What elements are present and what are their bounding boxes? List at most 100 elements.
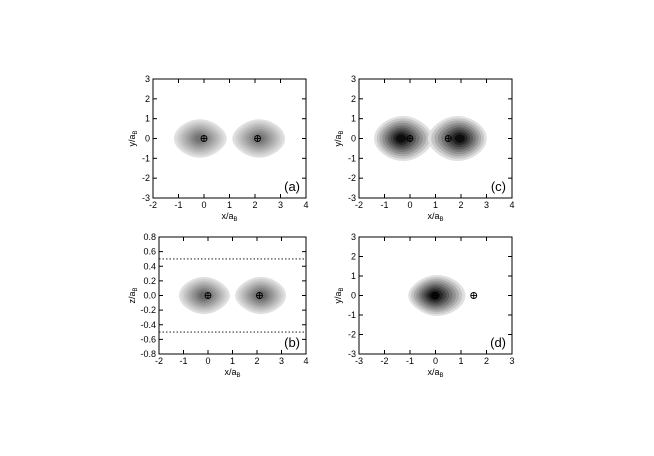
panel-b: -2 -1 0 1 2 3 4 -0.8 -0.6 -0.4 -0.2 0.0 0.2 0.4 0.6 0.8… [127,232,309,379]
density-blob [373,115,433,162]
x-axis-label-main: x/a [427,211,439,221]
nucleus-marker [432,292,439,299]
y-axis-label-main: y/a [127,135,137,147]
x-tick-label: -2 [149,200,157,210]
x-tick-label: 0 [205,356,210,366]
x-tick-label: -3 [355,356,363,366]
y-tick-label: -2 [348,330,356,340]
x-axis-label: x/aB [427,367,443,379]
nucleus-marker [406,135,414,142]
contour-level [199,291,209,300]
x-tick-label: 3 [279,356,284,366]
y-tick-label: -2 [348,173,356,183]
y-tick-label: 3 [351,74,356,84]
y-tick-label: -0.2 [140,305,156,315]
y-axis-label-sub: B [133,130,139,134]
contour-level [454,134,465,143]
y-axis-label: y/aB [333,287,345,303]
panel-label: (b) [284,335,300,350]
y-tick-label: -0.8 [140,349,156,359]
y-tick-label: 0.4 [143,261,156,271]
x-axis-label-main: x/a [224,367,236,377]
y-axis-label-main: z/a [127,292,137,304]
y-tick-label: 3 [351,232,356,242]
plot-area [408,275,478,316]
y-tick-label: -1 [348,153,356,163]
y-tick-label: 2 [351,252,356,262]
contour-level [195,134,205,143]
x-tick-label: 2 [252,200,257,210]
x-axis-label-sub: B [440,217,444,223]
panel-label: (a) [284,179,300,194]
x-tick-label: -2 [355,200,363,210]
x-axis-label: x/aB [224,367,240,379]
x-tick-label: 1 [458,356,463,366]
x-tick-label: 2 [484,356,489,366]
y-axis-label-sub: B [339,287,345,291]
y-axis-label: z/aB [127,287,139,303]
y-tick-label: 0 [145,134,150,144]
x-tick-label: 4 [509,200,514,210]
y-tick-label: 2 [145,94,150,104]
x-tick-label: -2 [155,356,163,366]
x-tick-label: 0 [201,200,206,210]
x-tick-label: 2 [458,200,463,210]
y-tick-label: -2 [142,173,150,183]
x-tick-label: -1 [406,356,414,366]
x-axis-label-sub: B [237,373,241,379]
x-tick-label: 1 [227,200,232,210]
y-tick-label: 3 [145,74,150,84]
y-tick-label: -0.4 [140,320,156,330]
plot-area [173,119,286,158]
x-axis-label: x/aB [221,211,237,223]
x-tick-label: -1 [174,200,182,210]
y-tick-label: -1 [348,310,356,320]
y-tick-label: 2 [351,94,356,104]
y-tick-label: -0.6 [140,334,156,344]
y-axis-label-main: y/a [333,292,343,304]
y-tick-label: -3 [348,349,356,359]
plot-area [159,258,306,333]
nucleus-marker [254,135,261,142]
density-blob [178,276,230,315]
x-tick-label: 3 [509,356,514,366]
x-tick-label: 4 [303,356,308,366]
y-tick-label: 0.6 [143,247,156,257]
density-blob [173,119,227,158]
x-tick-label: 4 [303,200,308,210]
panel-label: (d) [490,335,506,350]
nucleus-marker [470,292,478,299]
nucleus-marker [200,135,208,142]
x-tick-label: 2 [254,356,259,366]
y-tick-label: -3 [348,193,356,203]
density-blob [427,115,487,162]
y-axis-label-sub: B [133,287,139,291]
x-tick-label: 1 [433,200,438,210]
nucleus-marker [204,292,212,299]
x-tick-label: 3 [278,200,283,210]
x-tick-label: -2 [380,356,388,366]
y-tick-label: -1 [142,153,150,163]
x-tick-label: 3 [484,200,489,210]
y-axis-label: y/aB [127,130,139,146]
x-axis-label: x/aB [427,211,443,223]
y-axis-label-sub: B [339,130,345,134]
nucleus-marker [256,292,263,299]
plot-area [373,115,487,162]
x-axis-label-sub: B [234,217,238,223]
x-tick-label: 1 [230,356,235,366]
y-tick-label: 0 [351,134,356,144]
x-tick-label: -1 [179,356,187,366]
y-tick-label: 0.2 [143,276,156,286]
x-axis-label-main: x/a [221,211,233,221]
x-tick-label: 0 [407,200,412,210]
x-tick-label: 0 [433,356,438,366]
y-tick-label: 0.0 [143,291,156,301]
x-axis-label-sub: B [440,373,444,379]
contour-level [395,134,407,143]
y-axis-label: y/aB [333,130,345,146]
